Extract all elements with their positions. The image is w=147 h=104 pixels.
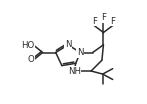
Text: F: F	[101, 14, 106, 22]
Text: N: N	[77, 48, 84, 57]
Text: HO: HO	[21, 41, 34, 50]
Text: F: F	[92, 17, 97, 26]
Text: N: N	[65, 40, 71, 49]
Text: F: F	[110, 17, 115, 26]
Text: O: O	[27, 55, 34, 64]
Text: NH: NH	[68, 66, 81, 76]
